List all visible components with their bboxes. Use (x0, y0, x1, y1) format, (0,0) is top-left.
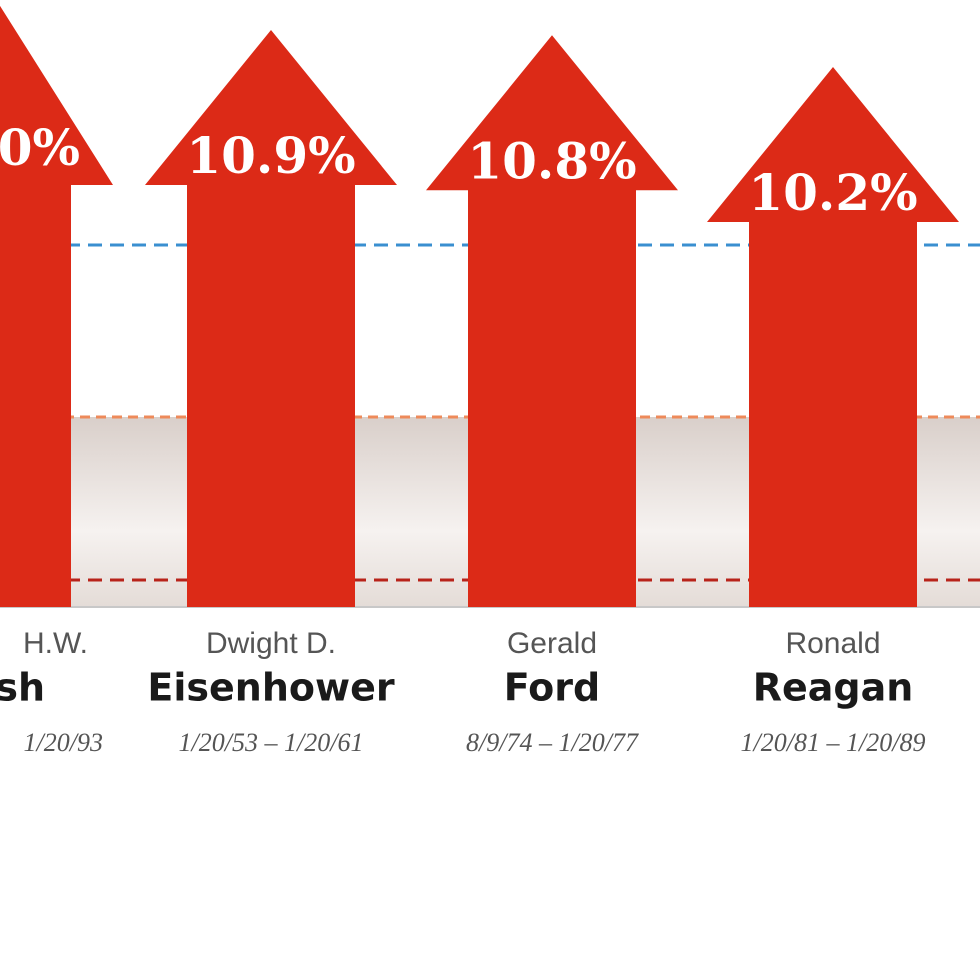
term: 1/20/53 – 1/20/61 (179, 728, 364, 757)
x-tick-label: Ford (504, 666, 600, 710)
last-name: sh (0, 666, 45, 710)
x-tick-label: Eisenhower (147, 666, 394, 710)
first-name: Dwight D. (206, 627, 336, 660)
arrow-bar (426, 35, 678, 607)
arrow-bar (145, 30, 397, 607)
arrow-bar (707, 67, 959, 607)
term: 1/20/93 (24, 728, 103, 757)
term: 8/9/74 – 1/20/77 (466, 728, 639, 757)
first-name: Gerald (507, 627, 597, 660)
value-label: 0% (0, 118, 80, 177)
term: 1/20/81 – 1/20/89 (741, 728, 926, 757)
value-label: 10.9% (186, 126, 355, 185)
x-tick-label: Reagan (753, 666, 914, 710)
value-label: 10.2% (748, 163, 917, 222)
value-label: 10.8% (467, 131, 636, 190)
cropped-arrow (0, 5, 113, 607)
first-name: Ronald (785, 627, 880, 660)
first-name: H.W. (23, 627, 88, 660)
